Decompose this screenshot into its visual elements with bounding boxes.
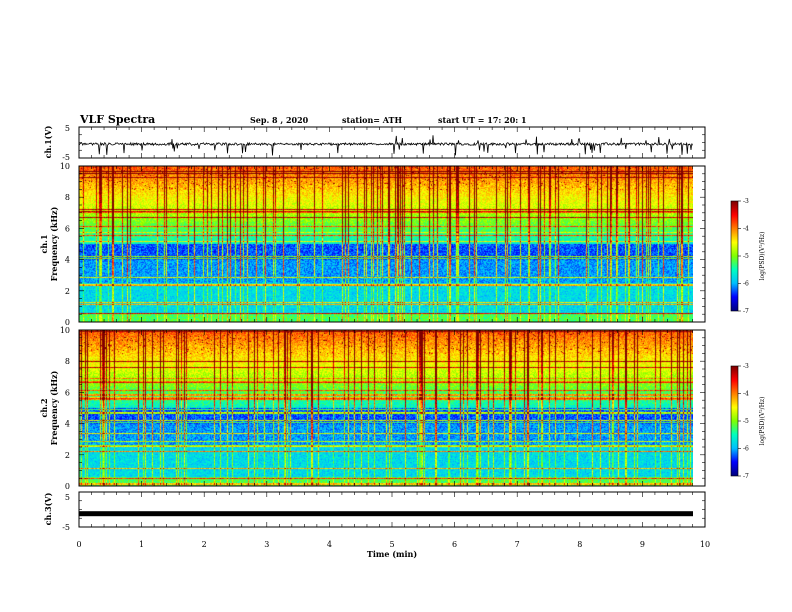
ch1-spectrogram-ytick-label: 10 [60,162,70,171]
ch2-spectrogram-ytick-label: 10 [60,326,70,335]
ch1-spectrogram-ytick-label: 0 [65,318,70,327]
ch2-spectrogram-ytick-label: 8 [65,357,70,366]
ch3-ytick-bottom: -5 [62,523,70,532]
ch1-colorbar-label: log(PSD)(V²/Hz) [759,232,766,281]
ch2-colorbar [731,366,738,476]
ch2-spectrogram-image [79,330,693,486]
time-axis-label: Time (min) [367,549,417,559]
time-axis-tick-label: 2 [202,540,207,549]
ch2-colorbar-tick-label: -4 [743,391,749,398]
ch2-spectrogram-ytick-label: 4 [65,420,70,429]
ch1-colorbar-tick-label: -3 [743,198,749,205]
ch1-spectrogram-ytick-label: 8 [65,193,70,202]
time-axis-tick-label: 5 [389,540,394,549]
ch1-waveform-ylabel: ch.1(V) [43,125,53,158]
time-axis-tick-label: 7 [515,540,520,549]
time-axis-tick-label: 4 [327,540,332,549]
time-axis-tick-label: 8 [577,540,582,549]
time-axis-tick-label: 6 [452,540,457,549]
ch1-spectrogram-ylabel-channel: ch.1 [39,234,49,253]
ch3-waveform-panel: 5 -5 ch.3(V) [43,491,706,532]
ch3-waveform-band [79,511,693,517]
time-axis-tick-label: 9 [640,540,645,549]
ch1-spectrogram-ytick-label: 2 [65,287,70,296]
ch2-colorbar-tick-label: -7 [743,473,749,480]
time-axis: 0 1 2 3 4 5 6 7 8 9 10 [76,540,710,549]
time-axis-tick-label: 1 [139,540,144,549]
ch1-colorbar-tick-label: -6 [743,281,749,288]
ch2-spectrogram-ytick-label: 0 [65,482,70,491]
ch2-colorbar-tick-label: -6 [743,446,749,453]
time-axis-tick-label: 3 [264,540,269,549]
ch1-spectrogram-ytick-label: 6 [65,224,70,233]
ch1-waveform-line [78,135,693,156]
time-axis-tick-label: 0 [76,540,81,549]
ch3-waveform-ylabel: ch.3(V) [43,492,53,525]
ch1-colorbar-tick-label: -4 [743,226,749,233]
ch2-colorbar-tick-label: -3 [743,363,749,370]
ch2-spectrogram-ylabel-channel: ch.2 [39,398,49,417]
ch2-spectrogram-ytick-label: 2 [65,451,70,460]
ch2-spectrogram-ylabel-freq: Frequency (kHz) [49,370,59,445]
ch1-spectrogram-ytick-label: 4 [65,256,70,265]
ch2-colorbar-label: log(PSD)(V²/Hz) [759,397,766,446]
ch2-colorbar-tick-label: -5 [743,418,749,425]
ch1-colorbar [731,201,738,311]
ch2-spectrogram-ytick-label: 6 [65,388,70,397]
ch3-waveform-frame [78,491,706,528]
ch1-colorbar-tick-label: -5 [743,253,749,260]
figure-title: VLF Spectra [79,113,155,126]
ch1-spectrogram-ylabel-freq: Frequency (kHz) [49,206,59,281]
ch1-spectrogram-image [79,166,693,322]
start-time-label: start UT = 17: 20: 1 [438,115,527,125]
ch1-ytick-bottom: -5 [62,153,70,162]
ch1-waveform-panel: 5 -5 ch.1(V) [43,124,706,162]
ch1-colorbar-tick-label: -7 [743,308,749,315]
time-axis-tick-label: 10 [700,540,710,549]
ch3-ytick-top: 5 [65,493,70,502]
station-label: station= ATH [342,115,402,125]
axis-tick-marks [78,126,706,528]
ch1-ytick-top: 5 [65,124,70,133]
date-label: Sep. 8 , 2020 [250,115,309,125]
